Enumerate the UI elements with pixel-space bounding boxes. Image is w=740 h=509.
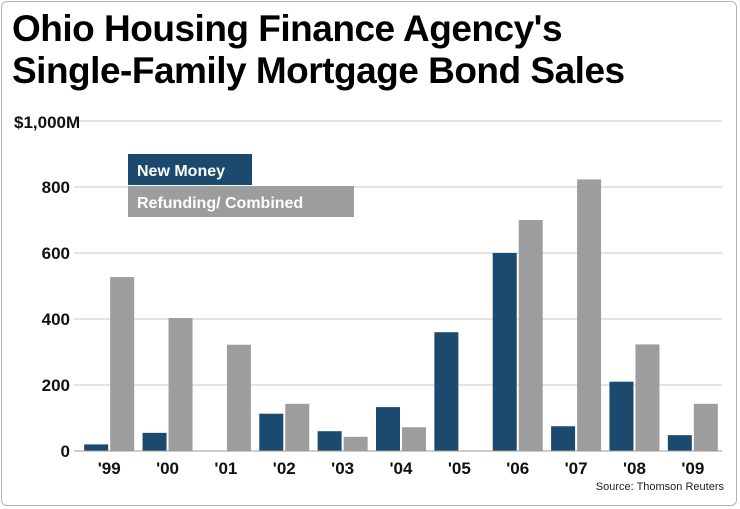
- x-tick-label-5: '04: [390, 459, 413, 478]
- x-axis-tick-labels: '99 '00 '01 '02 '03 '04 '05 '06 '07 '08 '09: [98, 459, 705, 478]
- y-tick-label-800: 800: [42, 178, 70, 197]
- x-tick-label-9: '08: [623, 459, 646, 478]
- bar-refunding-3: [285, 403, 310, 451]
- bar-refunding-1: [168, 318, 193, 451]
- bar-new-money-1: [142, 432, 167, 451]
- bar-refunding-7: [518, 220, 543, 451]
- y-tick-label-200: 200: [42, 376, 70, 395]
- y-axis-unit-label: $1,000M: [14, 113, 80, 132]
- x-tick-label-6: '05: [448, 459, 471, 478]
- y-tick-label-400: 400: [42, 310, 70, 329]
- legend-new-money-label: New Money: [137, 163, 225, 180]
- bar-new-money-4: [317, 431, 342, 451]
- x-tick-label-7: '06: [506, 459, 529, 478]
- chart-title: Ohio Housing Finance Agency's Single-Fam…: [12, 8, 625, 92]
- bar-new-money-9: [609, 381, 634, 451]
- bar-refunding-9: [635, 344, 660, 451]
- y-tick-label-0: 0: [61, 442, 70, 461]
- bar-new-money-3: [259, 413, 284, 451]
- x-tick-label-1: '00: [156, 459, 179, 478]
- bar-refunding-5: [402, 427, 426, 451]
- source-note: Source: Thomson Reuters: [596, 481, 725, 493]
- x-tick-label-10: '09: [681, 459, 704, 478]
- legend-refunding-swatch: [128, 186, 354, 217]
- chart-title-line2: Single-Family Mortgage Bond Sales: [12, 50, 625, 91]
- bars: [74, 179, 722, 452]
- x-tick-label-3: '02: [273, 459, 296, 478]
- legend-refunding-label: Refunding/ Combined: [137, 195, 303, 212]
- bar-refunding-10: [693, 403, 718, 451]
- x-tick-label-4: '03: [331, 459, 354, 478]
- x-tick-label-8: '07: [565, 459, 588, 478]
- x-tick-label-2: '01: [214, 459, 237, 478]
- bar-new-money-7: [492, 253, 517, 451]
- legend-new-money-swatch: [128, 154, 252, 185]
- y-tick-label-600: 600: [42, 244, 70, 263]
- bar-new-money-0: [84, 444, 109, 451]
- bar-refunding-4: [343, 436, 368, 451]
- bar-new-money-6: [434, 332, 459, 451]
- legend: New Money Refunding/ Combined: [128, 154, 354, 217]
- y-axis-tick-labels: 0 200 400 600 800: [42, 178, 70, 461]
- bar-new-money-5: [376, 407, 400, 451]
- bar-refunding-2: [226, 344, 251, 451]
- bar-new-money-8: [551, 426, 576, 451]
- bar-refunding-8: [577, 179, 602, 451]
- chart-title-line1: Ohio Housing Finance Agency's: [12, 8, 563, 49]
- bar-new-money-10: [667, 435, 692, 451]
- bar-refunding-0: [110, 277, 135, 451]
- x-tick-label-0: '99: [98, 459, 121, 478]
